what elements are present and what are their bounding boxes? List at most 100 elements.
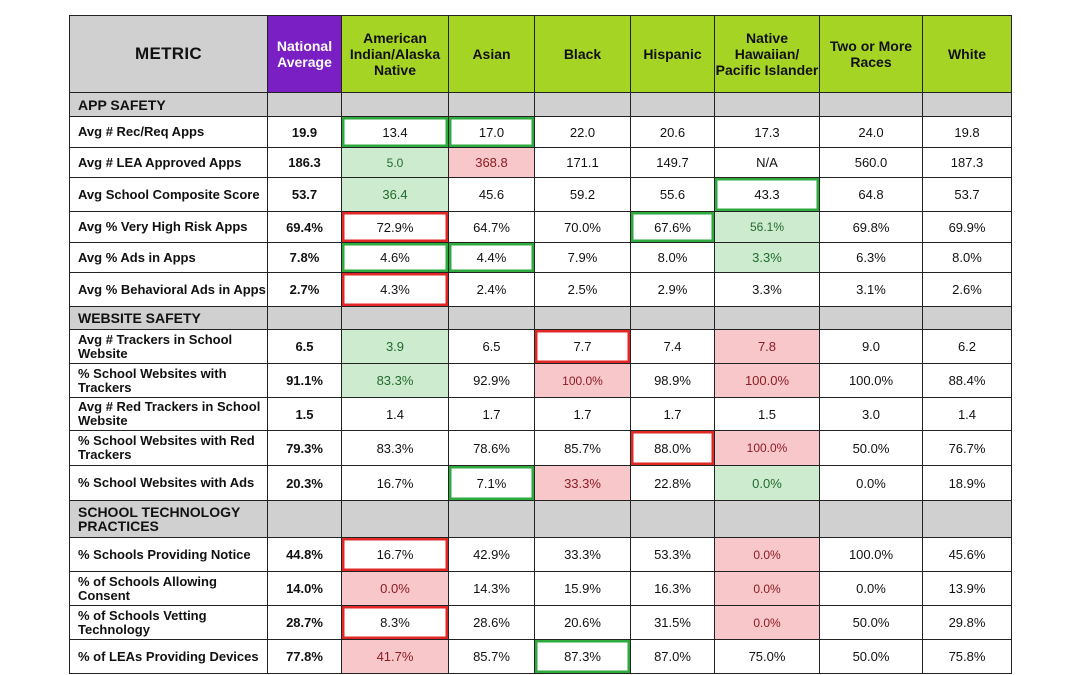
- cell: 3.3%: [714, 272, 820, 307]
- cell: 20.6: [630, 116, 715, 148]
- cell-national: 2.7%: [267, 272, 342, 307]
- cell: 45.6: [448, 177, 535, 212]
- row-label: Avg # Trackers in School Website: [69, 329, 268, 364]
- cell: 20.6%: [534, 605, 631, 640]
- table-row: Avg # Rec/Req Apps 19.9 13.4 17.0 22.0 2…: [69, 116, 1012, 148]
- header-american-indian-alaska-native: American Indian/Alaska Native: [341, 15, 449, 93]
- table-row: % School Websites with Red Trackers 79.3…: [69, 430, 1012, 466]
- cell: 22.8%: [630, 465, 715, 501]
- cell: 4.4%: [448, 242, 535, 273]
- cell: 1.7: [534, 397, 631, 431]
- section-row-website-safety: WEBSITE SAFETY: [69, 306, 1012, 330]
- table-row: Avg % Behavioral Ads in Apps 2.7% 4.3% 2…: [69, 272, 1012, 307]
- cell: 42.9%: [448, 537, 535, 572]
- cell: 3.9: [341, 329, 449, 364]
- row-label: % School Websites with Red Trackers: [69, 430, 268, 466]
- cell: 2.5%: [534, 272, 631, 307]
- cell: 98.9%: [630, 363, 715, 398]
- cell: 33.3%: [534, 537, 631, 572]
- cell: 92.9%: [448, 363, 535, 398]
- cell: 76.7%: [922, 430, 1012, 466]
- cell: 149.7: [630, 147, 715, 178]
- header-metric: METRIC: [69, 15, 268, 93]
- cell: 171.1: [534, 147, 631, 178]
- cell-national: 1.5: [267, 397, 342, 431]
- cell: 5.0: [341, 147, 449, 178]
- cell: 50.0%: [819, 605, 923, 640]
- header-white: White: [922, 15, 1012, 93]
- cell: 15.9%: [534, 571, 631, 606]
- cell: 64.7%: [448, 211, 535, 243]
- row-label: % School Websites with Ads: [69, 465, 268, 501]
- row-label: Avg School Composite Score: [69, 177, 268, 212]
- cell: 85.7%: [534, 430, 631, 466]
- row-label: % Schools Providing Notice: [69, 537, 268, 572]
- cell: 1.4: [341, 397, 449, 431]
- cell: 560.0: [819, 147, 923, 178]
- cell: 100.0%: [819, 537, 923, 572]
- row-label: % School Websites with Trackers: [69, 363, 268, 398]
- cell: 0.0%: [714, 605, 820, 640]
- cell: 75.0%: [714, 639, 820, 674]
- cell: 83.3%: [341, 430, 449, 466]
- cell: 69.9%: [922, 211, 1012, 243]
- cell: 7.7: [534, 329, 631, 364]
- header-row: METRIC National Average American Indian/…: [69, 15, 1012, 93]
- cell: 72.9%: [341, 211, 449, 243]
- cell: 53.7: [922, 177, 1012, 212]
- cell: 100.0%: [534, 363, 631, 398]
- cell-national: 28.7%: [267, 605, 342, 640]
- cell: 3.3%: [714, 242, 820, 273]
- cell: 50.0%: [819, 639, 923, 674]
- metrics-table: METRIC National Average American Indian/…: [69, 15, 1012, 674]
- cell: 8.0%: [922, 242, 1012, 273]
- cell: 64.8: [819, 177, 923, 212]
- cell: 88.4%: [922, 363, 1012, 398]
- cell: 55.6: [630, 177, 715, 212]
- cell: 31.5%: [630, 605, 715, 640]
- cell: 8.3%: [341, 605, 449, 640]
- table-row: Avg # Trackers in School Website 6.5 3.9…: [69, 329, 1012, 364]
- cell: 83.3%: [341, 363, 449, 398]
- cell-national: 69.4%: [267, 211, 342, 243]
- cell: 1.5: [714, 397, 820, 431]
- section-title: APP SAFETY: [69, 92, 268, 117]
- cell: 78.6%: [448, 430, 535, 466]
- cell-national: 44.8%: [267, 537, 342, 572]
- table-row: % of LEAs Providing Devices 77.8% 41.7% …: [69, 639, 1012, 674]
- cell: 85.7%: [448, 639, 535, 674]
- cell: 7.4: [630, 329, 715, 364]
- cell: 1.4: [922, 397, 1012, 431]
- table-row: Avg % Very High Risk Apps 69.4% 72.9% 64…: [69, 211, 1012, 243]
- cell: 14.3%: [448, 571, 535, 606]
- header-hispanic: Hispanic: [630, 15, 715, 93]
- cell: 13.9%: [922, 571, 1012, 606]
- cell: 7.1%: [448, 465, 535, 501]
- cell: 33.3%: [534, 465, 631, 501]
- table-row: % of Schools Vetting Technology 28.7% 8.…: [69, 605, 1012, 640]
- cell: 2.4%: [448, 272, 535, 307]
- cell: 22.0: [534, 116, 631, 148]
- cell: 0.0%: [819, 571, 923, 606]
- cell: 1.7: [448, 397, 535, 431]
- table-row: Avg # Red Trackers in School Website 1.5…: [69, 397, 1012, 431]
- section-title: SCHOOL TECHNOLOGY PRACTICES: [69, 500, 268, 538]
- cell: 6.2: [922, 329, 1012, 364]
- cell: 88.0%: [630, 430, 715, 466]
- row-label: Avg # Rec/Req Apps: [69, 116, 268, 148]
- row-label: Avg # LEA Approved Apps: [69, 147, 268, 178]
- cell: 100.0%: [714, 363, 820, 398]
- cell: 24.0: [819, 116, 923, 148]
- cell: 7.8: [714, 329, 820, 364]
- row-label: Avg % Very High Risk Apps: [69, 211, 268, 243]
- cell-national: 20.3%: [267, 465, 342, 501]
- cell: 100.0%: [819, 363, 923, 398]
- cell: 8.0%: [630, 242, 715, 273]
- cell: 41.7%: [341, 639, 449, 674]
- table-row: Avg % Ads in Apps 7.8% 4.6% 4.4% 7.9% 8.…: [69, 242, 1012, 273]
- cell: 3.1%: [819, 272, 923, 307]
- row-label: % of Schools Allowing Consent: [69, 571, 268, 606]
- section-row-app-safety: APP SAFETY: [69, 92, 1012, 117]
- cell: 0.0%: [714, 465, 820, 501]
- cell: 50.0%: [819, 430, 923, 466]
